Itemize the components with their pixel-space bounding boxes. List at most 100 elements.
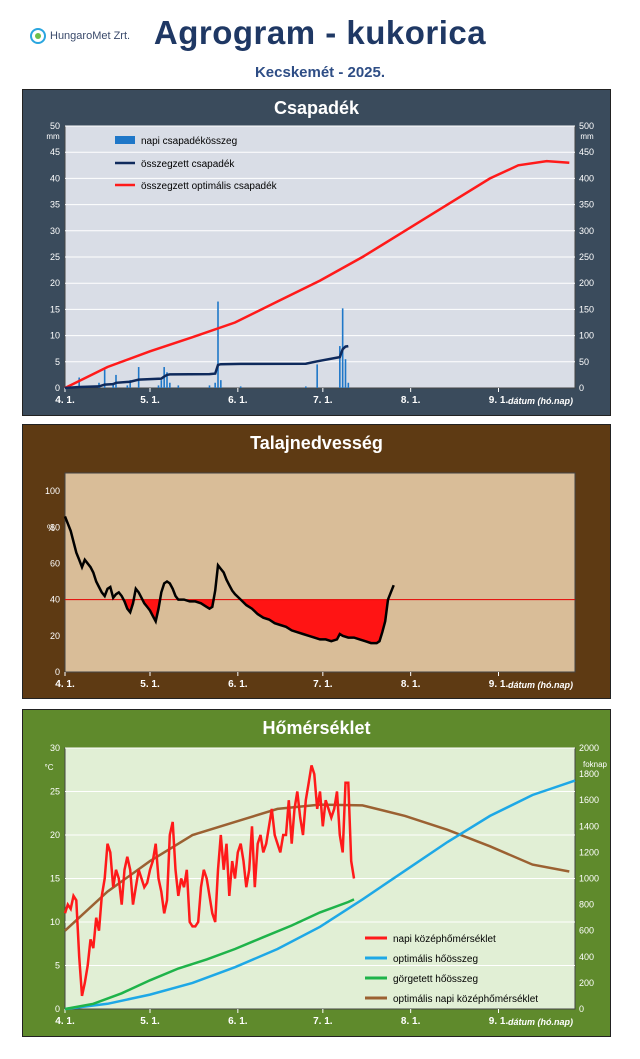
y-tick-label-left: 5: [55, 961, 60, 971]
y-tick-label-right: 1400: [579, 821, 599, 831]
y-tick-label: 20: [50, 631, 60, 641]
precip-bar: [169, 382, 171, 388]
hungaromet-logo: HungaroMet Zrt.: [30, 28, 130, 44]
plot-area: [64, 472, 576, 673]
precip-bar: [157, 385, 160, 388]
daily-mean-temp-line: [63, 765, 356, 997]
x-tick-label: 5. 1.: [140, 395, 160, 406]
cumulative-precip-line: [64, 344, 349, 390]
x-tick-label: 9. 1.: [489, 395, 509, 406]
y-tick-label: 0: [55, 667, 60, 677]
x-tick-label: 5. 1.: [140, 1016, 160, 1027]
legend-label-cumulative: összegzett csapadék: [141, 159, 235, 170]
legend-label-optimal: összegzett optimális csapadék: [141, 181, 278, 192]
page-subtitle: Kecskemét - 2025.: [254, 64, 386, 81]
logo-icon: [30, 28, 46, 44]
temperature-chart: 4. 1. 5. 1. 6. 1. 7. 1. 8. 1. 9. 1. dátum (hó.…: [45, 743, 608, 1027]
x-tick-label: 4. 1.: [55, 679, 75, 690]
x-tick-label: 7. 1.: [313, 395, 333, 406]
y-tick-label-left: 20: [50, 278, 60, 288]
y-tick-label-right: 2000: [579, 743, 599, 753]
precipitation-panel: Csapadék 4. 1. 5. 1. 6. 1. 7. 1. 8. 1. 9. 1. d…: [22, 89, 611, 416]
x-axis-label: dátum (hó.nap): [508, 680, 573, 690]
optimal-cumulative-line: [64, 159, 570, 390]
y-tick-label-left: 0: [55, 383, 60, 393]
precip-bar: [239, 386, 242, 388]
y-tick-label-right: 150: [579, 304, 594, 314]
x-tick-label: 5. 1.: [140, 679, 160, 690]
y-tick-label-left: 10: [50, 917, 60, 927]
y-tick-label-right: 1000: [579, 874, 599, 884]
y-tick-label-right: 400: [579, 952, 594, 962]
moisture-deficit-area: [65, 599, 394, 644]
y-tick-label: 100: [45, 486, 60, 496]
y-tick-label-left: 25: [50, 252, 60, 262]
precip-bar: [129, 380, 131, 388]
x-tick-label: 8. 1.: [401, 679, 421, 690]
precip-bar: [166, 372, 168, 388]
legend-label-daily: napi csapadékösszeg: [141, 136, 237, 147]
x-axis-label: dátum (hó.nap): [508, 1017, 573, 1027]
legend-optimal-daily-label: optimális napi középhőmérséklet: [393, 994, 538, 1005]
x-tick-label: 9. 1.: [489, 1016, 509, 1027]
precip-bar: [316, 364, 318, 388]
precip-bar: [339, 346, 341, 388]
y-tick-label-right: 500: [579, 121, 594, 131]
precip-bar: [126, 385, 129, 388]
precip-bar: [78, 377, 80, 388]
y-tick-label-left: 5: [55, 357, 60, 367]
precipitation-title: Csapadék: [273, 98, 360, 118]
x-axis-label: dátum (hó.nap): [508, 396, 573, 406]
precip-bar: [103, 369, 106, 388]
precip-bar: [137, 367, 140, 388]
x-tick-label: 7. 1.: [313, 679, 333, 690]
y-tick-label-right: 600: [579, 926, 594, 936]
x-tick-label: 6. 1.: [228, 395, 248, 406]
x-tick-label: 9. 1.: [489, 679, 509, 690]
precip-bar: [177, 385, 180, 388]
x-tick-label: 4. 1.: [55, 1016, 75, 1027]
y-axis-label: %: [47, 523, 55, 533]
y-tick-label-right: 200: [579, 278, 594, 288]
y-tick-label-right: 200: [579, 978, 594, 988]
y-axis-label-left: mm: [46, 132, 60, 141]
temperature-panel: Hőmérséklet 4. 1. 5. 1. 6. 1. 7. 1. 8. 1. 9. …: [22, 709, 611, 1037]
y-axis-label-right: mm: [580, 132, 594, 141]
x-tick-label: 6. 1.: [228, 679, 248, 690]
y-tick-label: 80: [50, 522, 60, 532]
y-tick-label-right: 800: [579, 900, 594, 910]
x-tick-label: 6. 1.: [228, 1016, 248, 1027]
precip-bar: [217, 301, 219, 388]
y-tick-label-right: 1800: [579, 769, 599, 779]
soil-moisture-line: [63, 515, 395, 645]
precip-bar: [160, 380, 163, 388]
precip-bar: [112, 382, 114, 388]
y-tick-label-right: 450: [579, 147, 594, 157]
y-axis-label-right: foknap: [583, 760, 608, 769]
optimal-heat-sum-line: [64, 779, 576, 1011]
y-tick-label-left: 0: [55, 1004, 60, 1014]
precip-bar: [208, 385, 211, 388]
y-tick-label-left: 40: [50, 173, 60, 183]
x-tick-label: 4. 1.: [55, 395, 75, 406]
legend-rolling-heat-label: görgetett hőösszeg: [393, 974, 478, 985]
y-tick-label-right: 0: [579, 1004, 584, 1014]
y-tick-label-right: 250: [579, 252, 594, 262]
legend-optimal-heat-label: optimális hőösszeg: [393, 954, 478, 965]
precip-bar: [344, 359, 347, 388]
y-tick-label-right: 0: [579, 383, 584, 393]
precipitation-chart: 4. 1. 5. 1. 6. 1. 7. 1. 8. 1. 9. 1. dátum (hó.…: [46, 121, 594, 406]
y-tick-label-left: 35: [50, 200, 60, 210]
y-axis-label-left: °C: [45, 763, 54, 772]
precip-bar: [220, 380, 222, 388]
y-tick-label-left: 15: [50, 874, 60, 884]
y-tick-label-left: 30: [50, 743, 60, 753]
precip-bar: [115, 374, 117, 388]
temperature-title: Hőmérséklet: [262, 718, 371, 738]
rolling-heat-sum-line: [64, 898, 355, 1011]
legend-daily-mean-label: napi középhőmérséklet: [393, 934, 496, 945]
x-tick-label: 8. 1.: [401, 1016, 421, 1027]
y-tick-label: 40: [50, 595, 60, 605]
precip-bar: [305, 386, 307, 388]
y-tick-label-left: 50: [50, 121, 60, 131]
